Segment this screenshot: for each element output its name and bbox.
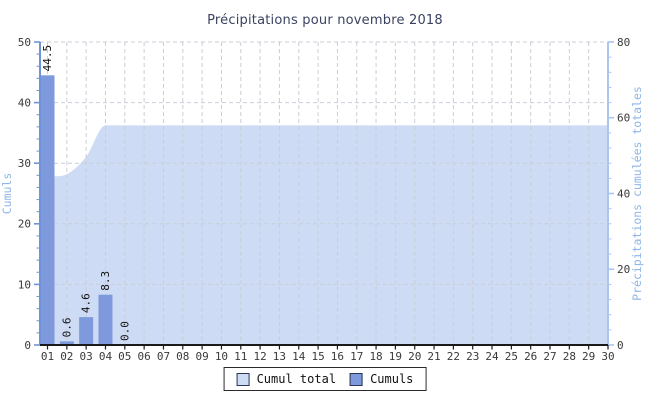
bar-label-day-04: 8.3 bbox=[99, 271, 112, 291]
x-tick-label-04: 04 bbox=[99, 350, 113, 363]
x-tick-label-20: 20 bbox=[408, 350, 421, 363]
legend-item-cumul-total: Cumul total bbox=[236, 372, 337, 386]
legend-label-cumuls: Cumuls bbox=[370, 372, 414, 386]
x-tick-label-12: 12 bbox=[253, 350, 266, 363]
x-tick-label-23: 23 bbox=[466, 350, 479, 363]
x-tick-label-26: 26 bbox=[524, 350, 537, 363]
x-tick-label-03: 03 bbox=[80, 350, 93, 363]
left-tick-label-40: 40 bbox=[18, 96, 31, 109]
bar-day-04 bbox=[98, 294, 113, 345]
left-tick-label-10: 10 bbox=[18, 278, 31, 291]
x-tick-label-10: 10 bbox=[215, 350, 228, 363]
x-tick-label-29: 29 bbox=[582, 350, 595, 363]
legend-label-cumul-total: Cumul total bbox=[256, 372, 337, 386]
x-tick-label-01: 01 bbox=[41, 350, 54, 363]
legend-item-cumuls: Cumuls bbox=[350, 372, 413, 386]
x-tick-label-15: 15 bbox=[311, 350, 324, 363]
chart-title: Précipitations pour novembre 2018 bbox=[207, 13, 443, 28]
plot-area: 44.5 0.6 4.6 8.3 0.0 0 10 20 30 40 50 0 20 40 60 80 01 02… bbox=[0, 36, 644, 363]
x-tick-label-25: 25 bbox=[505, 350, 518, 363]
bar-label-day-05: 0.0 bbox=[118, 321, 131, 341]
left-tick-label-0: 0 bbox=[24, 339, 31, 352]
x-tick-label-17: 17 bbox=[350, 350, 363, 363]
right-axis: 0 20 40 60 80 bbox=[607, 36, 630, 352]
x-tick-label-13: 13 bbox=[273, 350, 286, 363]
right-tick-label-20: 20 bbox=[617, 263, 630, 276]
legend-swatch-cumuls bbox=[350, 372, 364, 386]
left-axis-title: Cumuls bbox=[0, 173, 14, 215]
x-axis: 01 02 03 04 05 06 07 08 09 10 11 12 13 14 15 16 17 18 19 20… bbox=[40, 344, 615, 363]
x-tick-label-08: 08 bbox=[176, 350, 189, 363]
x-tick-label-27: 27 bbox=[543, 350, 556, 363]
x-tick-label-07: 07 bbox=[157, 350, 170, 363]
x-tick-label-05: 05 bbox=[118, 350, 131, 363]
left-tick-label-30: 30 bbox=[18, 157, 31, 170]
x-tick-label-19: 19 bbox=[389, 350, 402, 363]
x-tick-label-28: 28 bbox=[563, 350, 576, 363]
bar-label-day-03: 4.6 bbox=[80, 293, 93, 313]
x-tick-label-09: 09 bbox=[195, 350, 208, 363]
x-tick-label-24: 24 bbox=[485, 350, 499, 363]
bar-label-day-01: 44.5 bbox=[41, 45, 54, 72]
x-tick-label-21: 21 bbox=[427, 350, 440, 363]
bar-value-labels: 44.5 0.6 4.6 8.3 0.0 bbox=[41, 45, 131, 341]
area-series-cumul-total bbox=[47, 125, 608, 345]
bar-label-day-02: 0.6 bbox=[60, 317, 73, 337]
chart-canvas: 44.5 0.6 4.6 8.3 0.0 0 10 20 30 40 50 0 20 40 60 80 01 02… bbox=[0, 36, 644, 363]
bars-series-cumuls bbox=[40, 75, 113, 345]
left-axis: 0 10 20 30 40 50 bbox=[18, 36, 41, 352]
x-tick-label-11: 11 bbox=[234, 350, 247, 363]
x-tick-label-30: 30 bbox=[601, 350, 614, 363]
left-tick-label-50: 50 bbox=[18, 36, 31, 49]
x-tick-label-14: 14 bbox=[292, 350, 306, 363]
bar-day-03 bbox=[79, 317, 94, 345]
bar-day-01 bbox=[40, 75, 55, 345]
right-tick-label-80: 80 bbox=[617, 36, 630, 49]
x-tick-label-16: 16 bbox=[331, 350, 344, 363]
left-tick-label-20: 20 bbox=[18, 218, 31, 231]
legend-swatch-cumul-total bbox=[236, 372, 250, 386]
bar-day-02 bbox=[59, 341, 74, 345]
right-tick-label-40: 40 bbox=[617, 187, 630, 200]
right-tick-label-60: 60 bbox=[617, 112, 630, 125]
x-tick-label-02: 02 bbox=[60, 350, 73, 363]
x-tick-label-22: 22 bbox=[447, 350, 460, 363]
legend: Cumul total Cumuls bbox=[223, 367, 427, 391]
axis-titles: Cumuls Précipitations cumulées totales bbox=[0, 86, 644, 301]
right-tick-label-0: 0 bbox=[617, 339, 624, 352]
x-tick-label-18: 18 bbox=[369, 350, 382, 363]
right-axis-title: Précipitations cumulées totales bbox=[630, 86, 644, 301]
x-tick-label-06: 06 bbox=[138, 350, 151, 363]
